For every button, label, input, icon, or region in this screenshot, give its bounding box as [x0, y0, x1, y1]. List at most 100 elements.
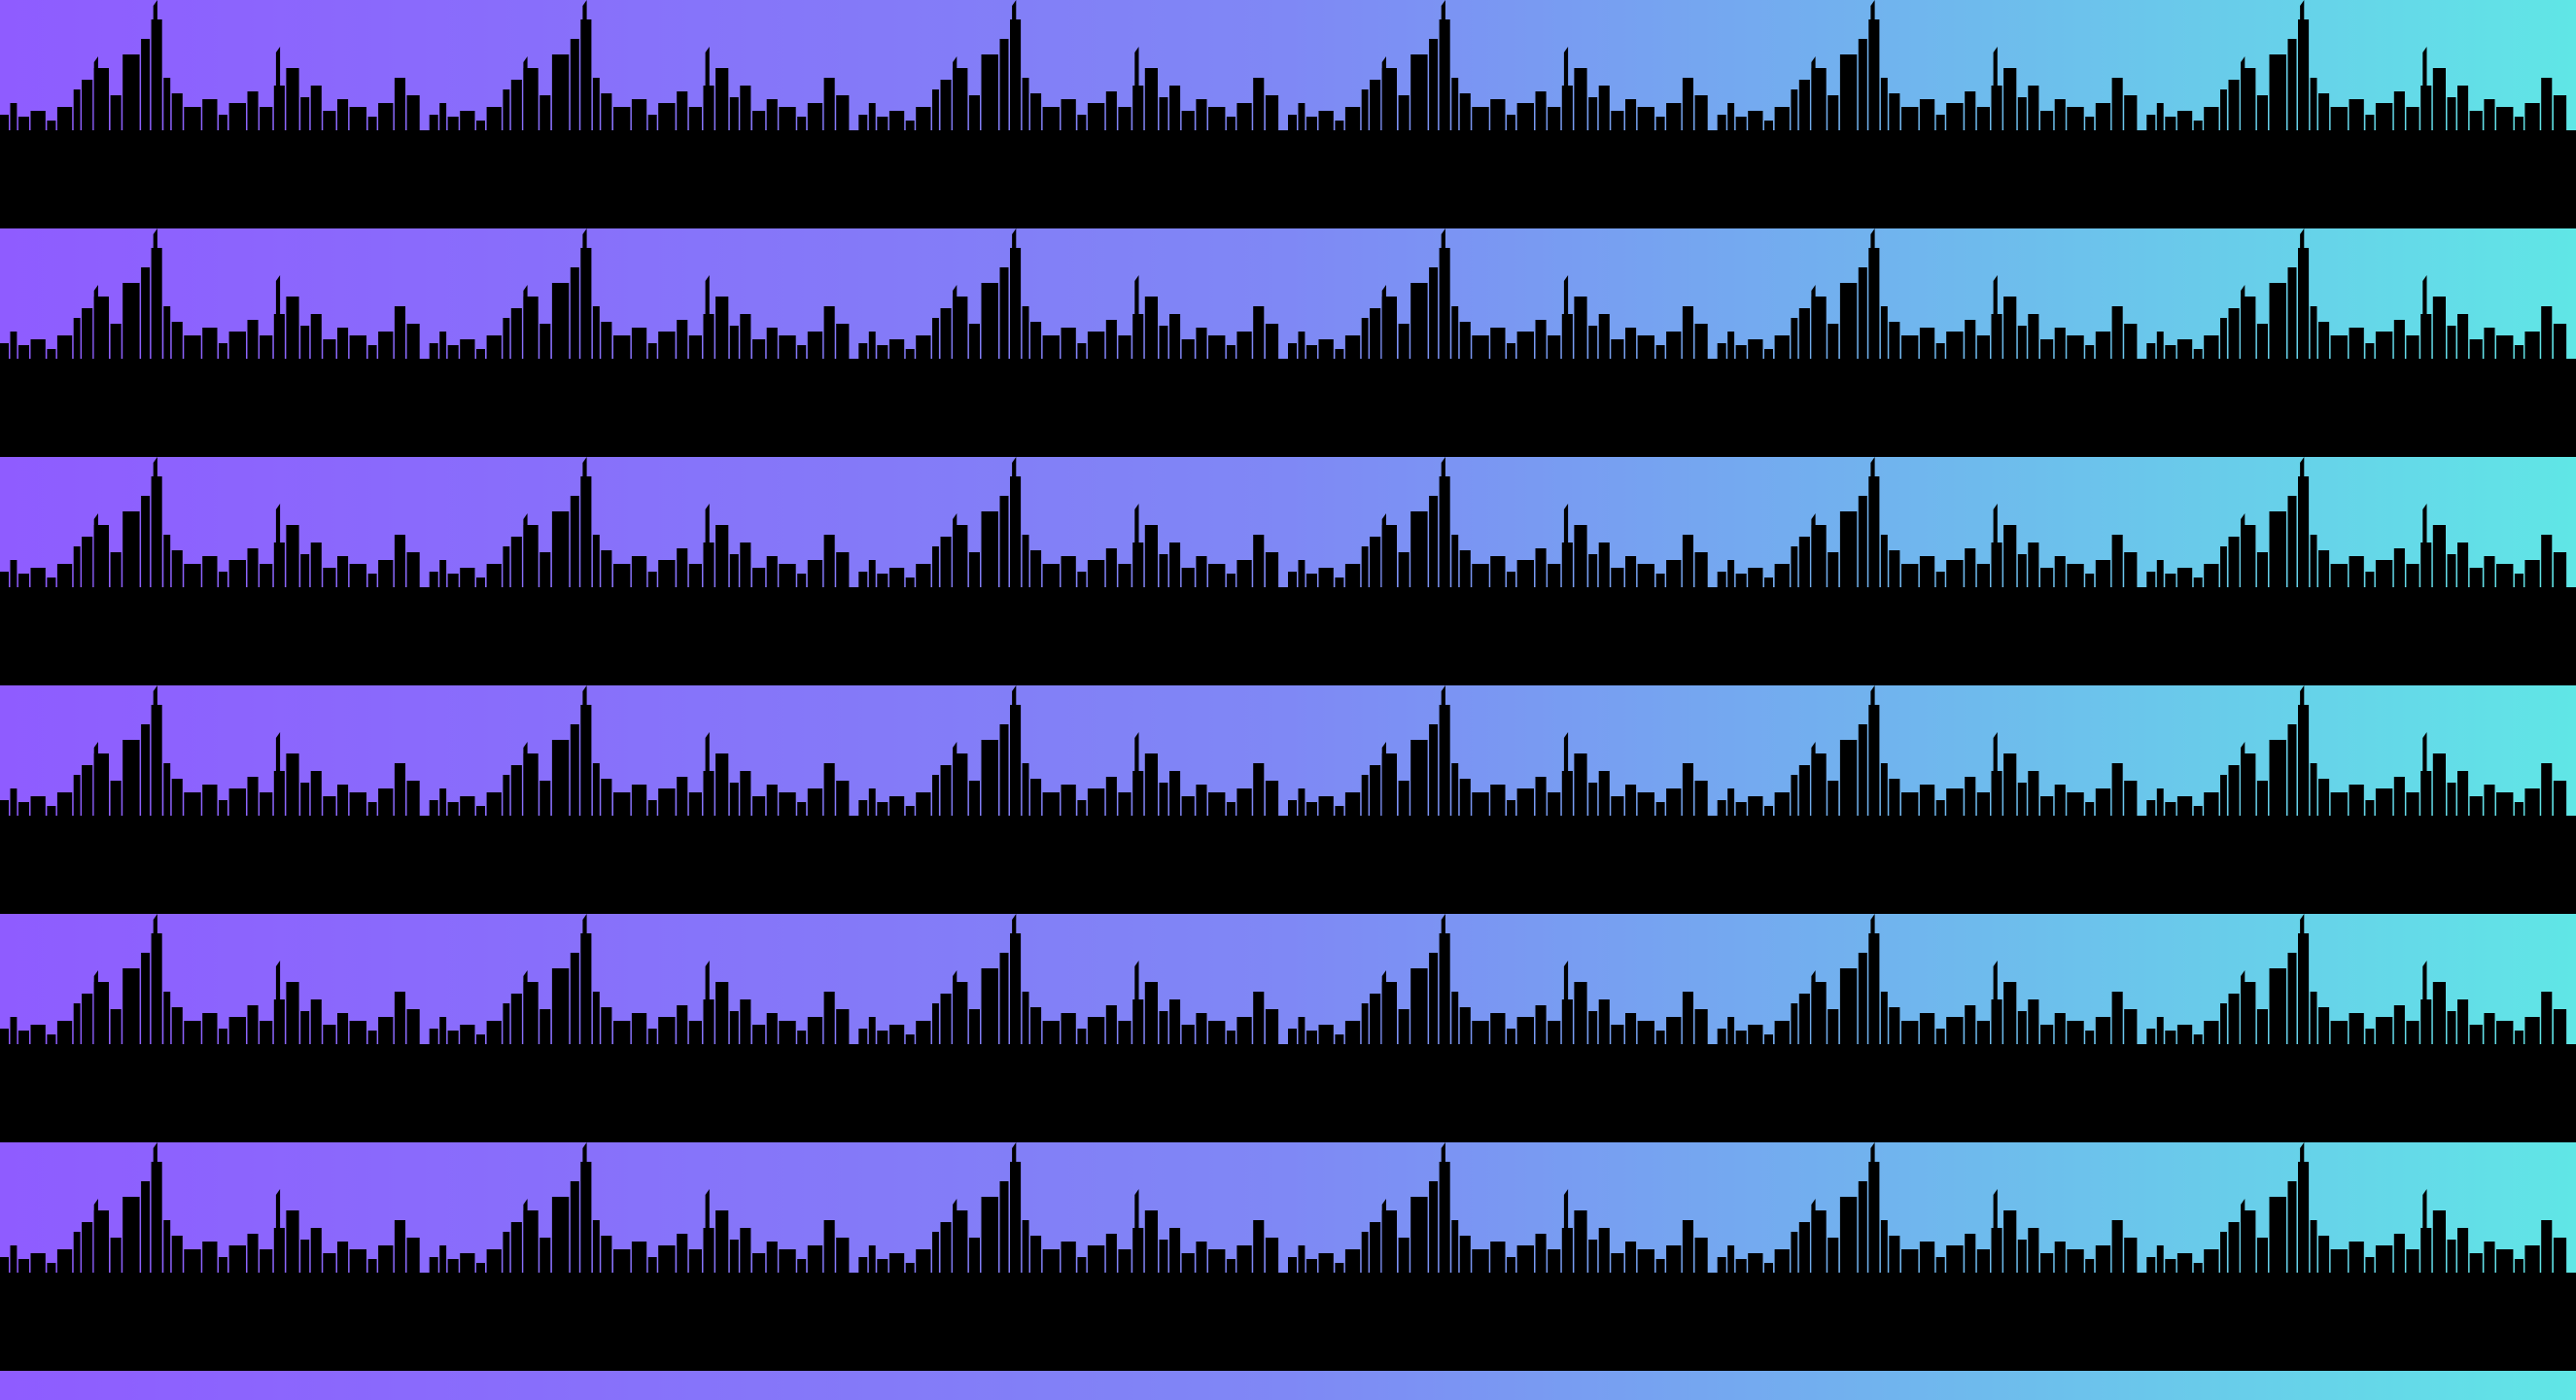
building [2287, 267, 2297, 366]
building [1253, 535, 1265, 594]
building [2375, 560, 2393, 594]
building [2193, 349, 2203, 366]
building [688, 792, 702, 822]
building [1880, 78, 1888, 137]
building [868, 1017, 876, 1051]
building [1798, 308, 1810, 366]
spire [953, 56, 957, 136]
building [807, 788, 823, 822]
building [202, 785, 218, 822]
building [1935, 1029, 1945, 1051]
building [715, 525, 729, 594]
building [981, 1197, 998, 1279]
building [47, 121, 56, 137]
building [2330, 792, 2348, 822]
building [82, 1222, 93, 1279]
building [677, 91, 688, 137]
building [570, 496, 579, 594]
building [1236, 332, 1252, 366]
spire [1381, 56, 1386, 136]
building [310, 771, 322, 822]
building [905, 1034, 915, 1051]
building [447, 574, 459, 594]
building [439, 332, 447, 366]
building [932, 89, 939, 137]
building [476, 806, 485, 822]
building [905, 578, 915, 594]
building [219, 115, 227, 137]
building [228, 103, 246, 137]
building [447, 117, 459, 137]
building [916, 564, 931, 594]
skyline-band [0, 457, 2576, 685]
building [1735, 1031, 1747, 1051]
building [1748, 339, 1763, 366]
building [1625, 556, 1637, 594]
building [228, 332, 246, 366]
building [877, 117, 888, 137]
building [2220, 89, 2227, 137]
skyline-band [0, 0, 2576, 228]
building [2349, 556, 2364, 594]
building [2269, 740, 2286, 822]
building [1361, 1003, 1369, 1051]
building [2028, 314, 2039, 366]
building [1965, 320, 1976, 366]
building [1889, 550, 1900, 594]
building [1717, 343, 1726, 366]
building [1196, 785, 1207, 822]
building [2228, 80, 2240, 137]
building [1459, 550, 1471, 594]
building [2220, 546, 2227, 594]
building [2330, 1249, 2348, 1279]
building [797, 574, 807, 594]
spire [1870, 1142, 1875, 1278]
building [2553, 1238, 2567, 1279]
building [1105, 91, 1117, 137]
building [916, 792, 931, 822]
building [601, 1007, 612, 1051]
building [1637, 564, 1654, 594]
spire [153, 685, 157, 822]
building [56, 335, 73, 366]
building [1196, 556, 1207, 594]
spire [953, 742, 957, 822]
building [981, 54, 998, 137]
building [56, 792, 73, 822]
building [184, 792, 201, 822]
building [1774, 335, 1790, 366]
building [836, 552, 850, 594]
building [1880, 1220, 1888, 1279]
building [510, 537, 522, 594]
spire [2241, 1199, 2245, 1278]
building [1889, 1236, 1900, 1279]
spire [1012, 457, 1017, 593]
building [2269, 511, 2286, 594]
building [300, 1011, 310, 1051]
building [1727, 1017, 1735, 1051]
building [163, 1220, 171, 1279]
building [1265, 781, 1279, 822]
building [981, 283, 998, 366]
building [2193, 121, 2203, 137]
building [2017, 1011, 2027, 1051]
building [658, 560, 676, 594]
building [1490, 99, 1506, 137]
building [2514, 802, 2524, 822]
building [2111, 78, 2123, 137]
building [613, 1021, 631, 1051]
building [1451, 306, 1459, 366]
building [476, 121, 485, 137]
building [228, 1245, 246, 1279]
building [1919, 785, 1935, 822]
building [858, 800, 868, 822]
building [1077, 572, 1087, 594]
building [601, 322, 612, 366]
building [1791, 546, 1798, 594]
building [981, 968, 998, 1051]
building [2054, 1013, 2066, 1051]
building [1410, 511, 1428, 594]
building [260, 792, 273, 822]
building [1022, 535, 1029, 594]
spire [1381, 970, 1386, 1050]
